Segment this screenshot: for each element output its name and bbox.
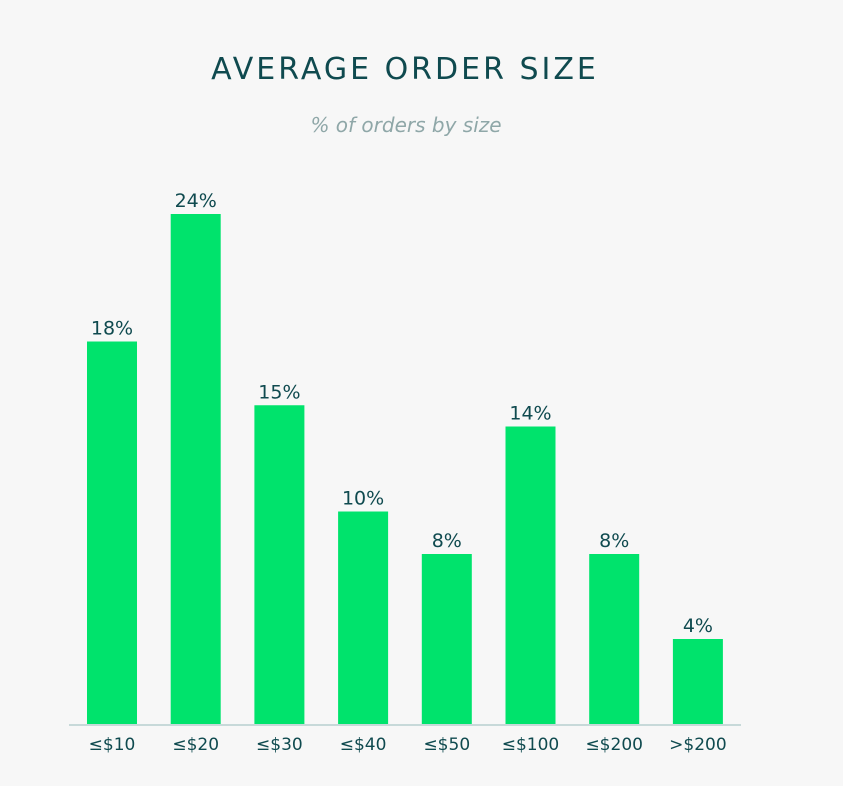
x-tick-label-1: ≤$20 — [172, 735, 219, 755]
x-tick-label-3: ≤$40 — [340, 735, 387, 755]
bar-value-label-7: 4% — [683, 615, 713, 637]
bar-value-label-0: 18% — [91, 318, 133, 340]
bar-6 — [589, 554, 640, 724]
bar-1 — [170, 214, 221, 724]
bar-value-label-3: 10% — [342, 488, 384, 510]
x-tick-label-7: >$200 — [669, 735, 727, 755]
bar-value-label-4: 8% — [432, 530, 462, 552]
chart-title: AVERAGE ORDER SIZE — [211, 52, 599, 87]
x-tick-label-6: ≤$200 — [585, 735, 643, 755]
bar-2 — [254, 405, 305, 724]
x-tick-label-5: ≤$100 — [502, 735, 560, 755]
bar-value-label-2: 15% — [258, 381, 300, 403]
bar-4 — [421, 554, 472, 724]
bar-0 — [87, 341, 137, 724]
chart-subtitle: % of orders by size — [310, 113, 502, 137]
bar-value-label-1: 24% — [175, 190, 217, 212]
bar-value-label-6: 8% — [599, 530, 629, 552]
bar-7 — [672, 639, 723, 724]
x-tick-label-4: ≤$50 — [423, 735, 470, 755]
x-tick-label-0: ≤$10 — [89, 735, 136, 755]
bar-5 — [505, 426, 556, 724]
bar-value-label-5: 14% — [509, 403, 551, 425]
x-tick-label-2: ≤$30 — [256, 735, 303, 755]
bar-3 — [338, 511, 389, 724]
